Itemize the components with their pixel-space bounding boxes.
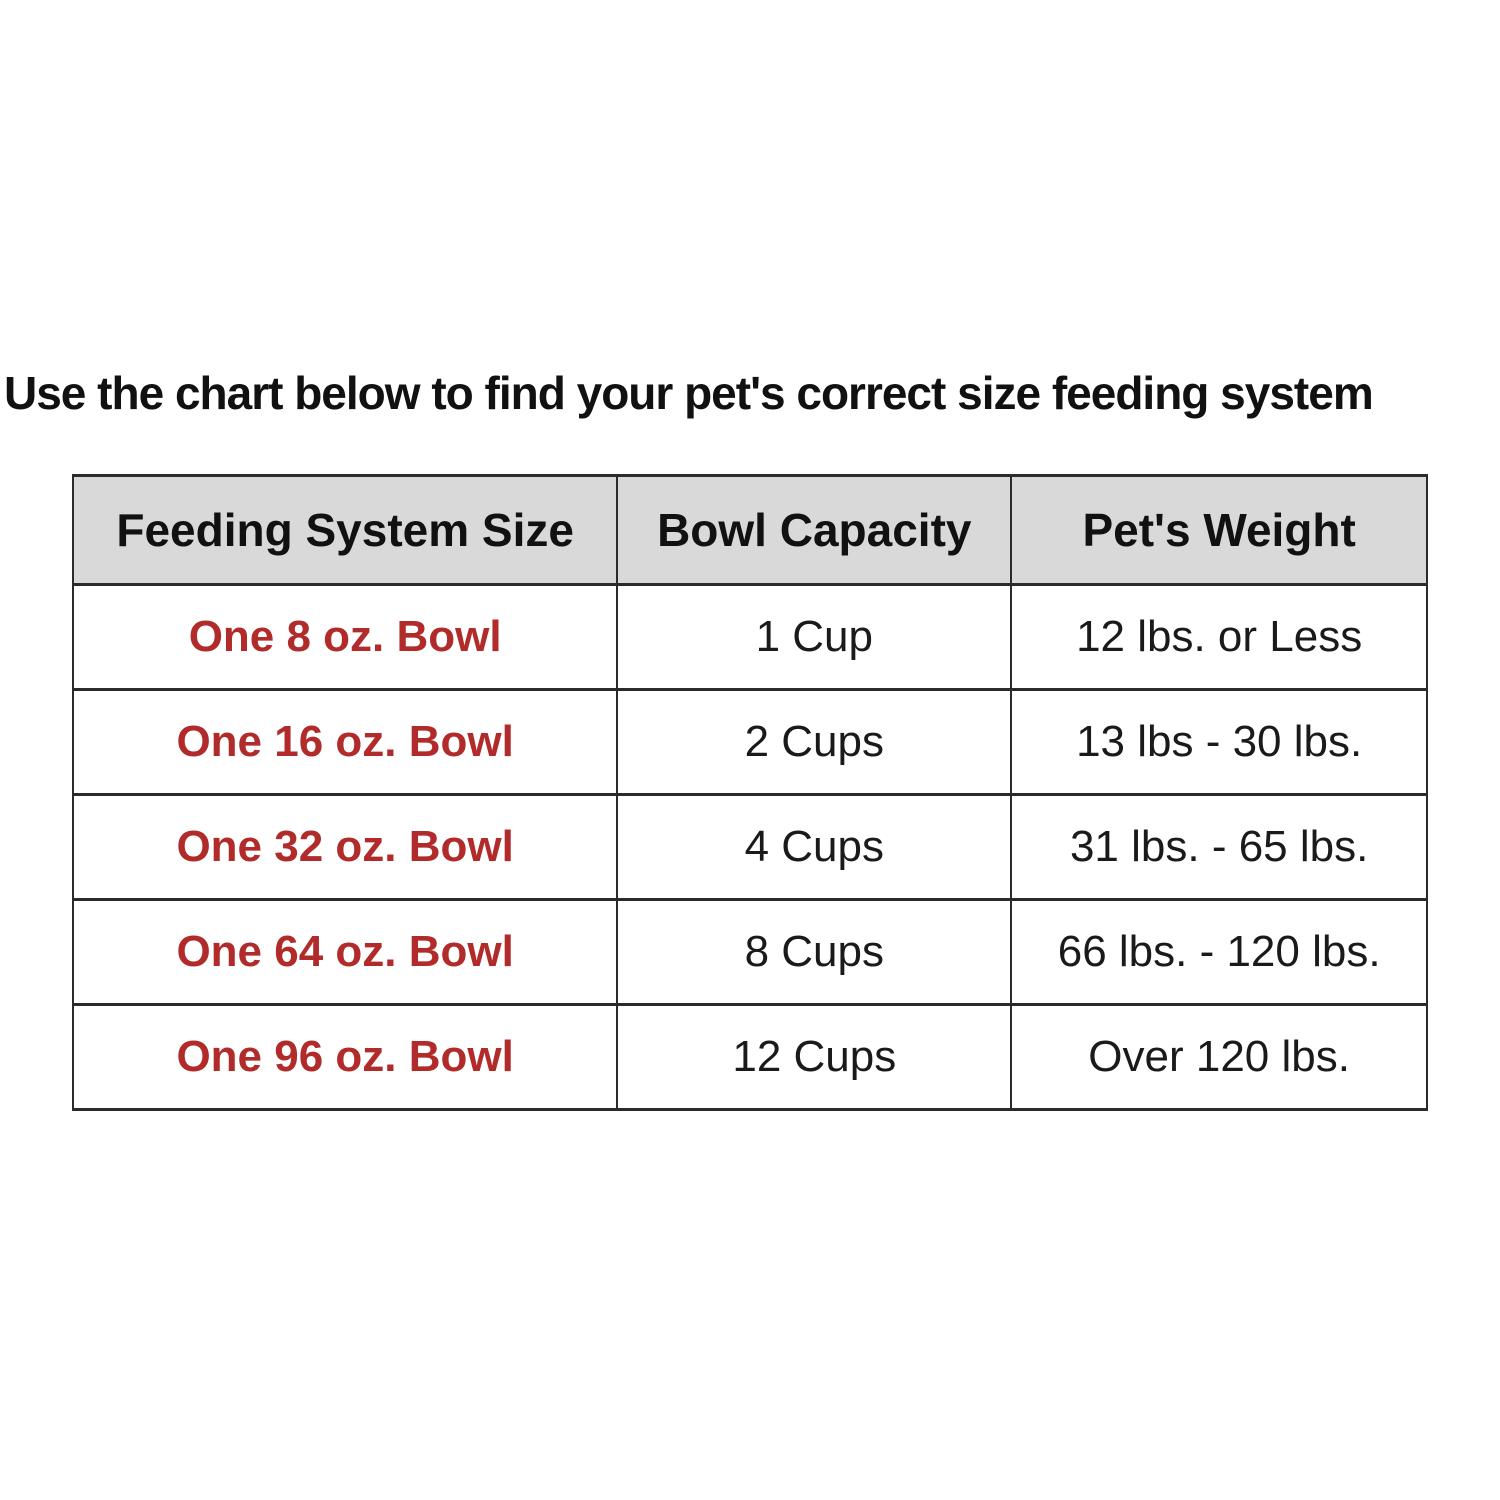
feeding-size-chart-table: Feeding System Size Bowl Capacity Pet's … bbox=[71, 474, 1428, 1111]
cell-pet-weight: 13 lbs - 30 lbs. bbox=[1010, 688, 1428, 796]
cell-bowl-capacity: 4 Cups bbox=[616, 793, 1013, 901]
cell-bowl-capacity: 12 Cups bbox=[616, 1003, 1013, 1111]
page-title: Use the chart below to find your pet's c… bbox=[4, 367, 1374, 419]
cell-system-size: One 96 oz. Bowl bbox=[71, 1003, 619, 1111]
cell-bowl-capacity: 1 Cup bbox=[616, 583, 1013, 691]
cell-bowl-capacity: 8 Cups bbox=[616, 898, 1013, 1006]
table-row: One 32 oz. Bowl 4 Cups 31 lbs. - 65 lbs. bbox=[71, 793, 1428, 901]
col-header-feeding-system-size: Feeding System Size bbox=[71, 474, 619, 586]
cell-bowl-capacity: 2 Cups bbox=[616, 688, 1013, 796]
cell-pet-weight: Over 120 lbs. bbox=[1010, 1003, 1428, 1111]
cell-pet-weight: 12 lbs. or Less bbox=[1010, 583, 1428, 691]
table-row: One 96 oz. Bowl 12 Cups Over 120 lbs. bbox=[71, 1003, 1428, 1111]
header-row: Feeding System Size Bowl Capacity Pet's … bbox=[71, 474, 1428, 586]
cell-pet-weight: 31 lbs. - 65 lbs. bbox=[1010, 793, 1428, 901]
table-header: Feeding System Size Bowl Capacity Pet's … bbox=[71, 474, 1428, 586]
cell-system-size: One 8 oz. Bowl bbox=[71, 583, 619, 691]
table-row: One 64 oz. Bowl 8 Cups 66 lbs. - 120 lbs… bbox=[71, 898, 1428, 1006]
col-header-pets-weight: Pet's Weight bbox=[1010, 474, 1428, 586]
table-row: One 8 oz. Bowl 1 Cup 12 lbs. or Less bbox=[71, 583, 1428, 691]
cell-system-size: One 16 oz. Bowl bbox=[71, 688, 619, 796]
cell-pet-weight: 66 lbs. - 120 lbs. bbox=[1010, 898, 1428, 1006]
cell-system-size: One 32 oz. Bowl bbox=[71, 793, 619, 901]
col-header-bowl-capacity: Bowl Capacity bbox=[616, 474, 1013, 586]
table-row: One 16 oz. Bowl 2 Cups 13 lbs - 30 lbs. bbox=[71, 688, 1428, 796]
table-body: One 8 oz. Bowl 1 Cup 12 lbs. or Less One… bbox=[71, 583, 1428, 1111]
cell-system-size: One 64 oz. Bowl bbox=[71, 898, 619, 1006]
